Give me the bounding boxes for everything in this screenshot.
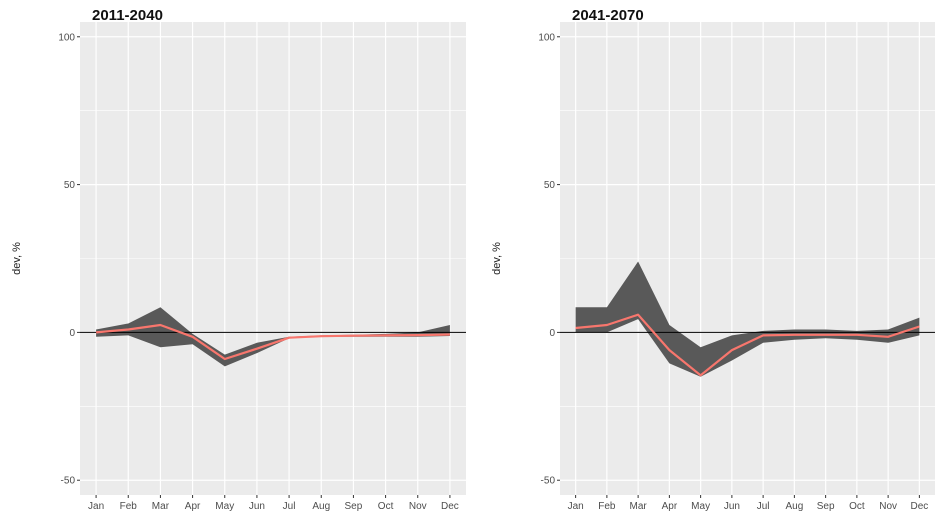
x-tick-label-jun: Jun [724,501,740,512]
y-tick-label: 100 [538,32,555,43]
y-tick-label: 0 [69,328,75,339]
panel-2011-2040: -50 0 50 100 Jan Feb Mar Apr May Jun Jul Aug Sep Oct N… [11,7,466,512]
x-tick-label-sep: Sep [345,501,363,512]
range-band [96,307,450,367]
x-tick-label-nov: Nov [879,501,897,512]
series-line [575,313,920,377]
x-tick-label-aug: Aug [785,501,803,512]
series-line [96,323,450,361]
x-tick-label-mar: Mar [630,501,648,512]
x-tick-label-may: May [691,501,710,512]
y-axis-label: dev, % [11,242,23,275]
x-tick-label-apr: Apr [185,501,201,512]
y-tick-label: -50 [541,476,556,487]
x-tick-label-nov: Nov [409,501,427,512]
x-tick-label-oct: Oct [378,501,394,512]
y-tick-label: -50 [61,476,76,487]
x-tick-label-jun: Jun [249,501,265,512]
x-tick-label-jan: Jan [568,501,584,512]
x-tick-label-aug: Aug [312,501,330,512]
range-band [575,261,920,377]
y-axis-label: dev, % [491,242,503,275]
x-tick-label-sep: Sep [817,501,835,512]
y-tick-label: 100 [58,32,75,43]
x-tick-label-jul: Jul [757,501,770,512]
x-tick-label-mar: Mar [152,501,170,512]
panel-2041-2070: -50 0 50 100 Jan Feb Mar Apr May Jun Jul Aug Sep Oct N… [491,7,935,512]
x-tick-label-jan: Jan [88,501,104,512]
x-tick-label-dec: Dec [441,501,459,512]
x-tick-label-feb: Feb [598,501,616,512]
y-tick-label: 50 [64,180,76,191]
x-tick-label-dec: Dec [910,501,928,512]
x-tick-label-oct: Oct [849,501,865,512]
x-tick-label-jul: Jul [283,501,296,512]
x-tick-label-may: May [215,501,234,512]
x-tick-label-apr: Apr [662,501,678,512]
panel-title: 2011-2040 [92,7,163,24]
panel-title: 2041-2070 [572,7,644,24]
x-tick-label-feb: Feb [120,501,138,512]
y-tick-label: 0 [549,328,555,339]
y-tick-label: 50 [544,180,556,191]
